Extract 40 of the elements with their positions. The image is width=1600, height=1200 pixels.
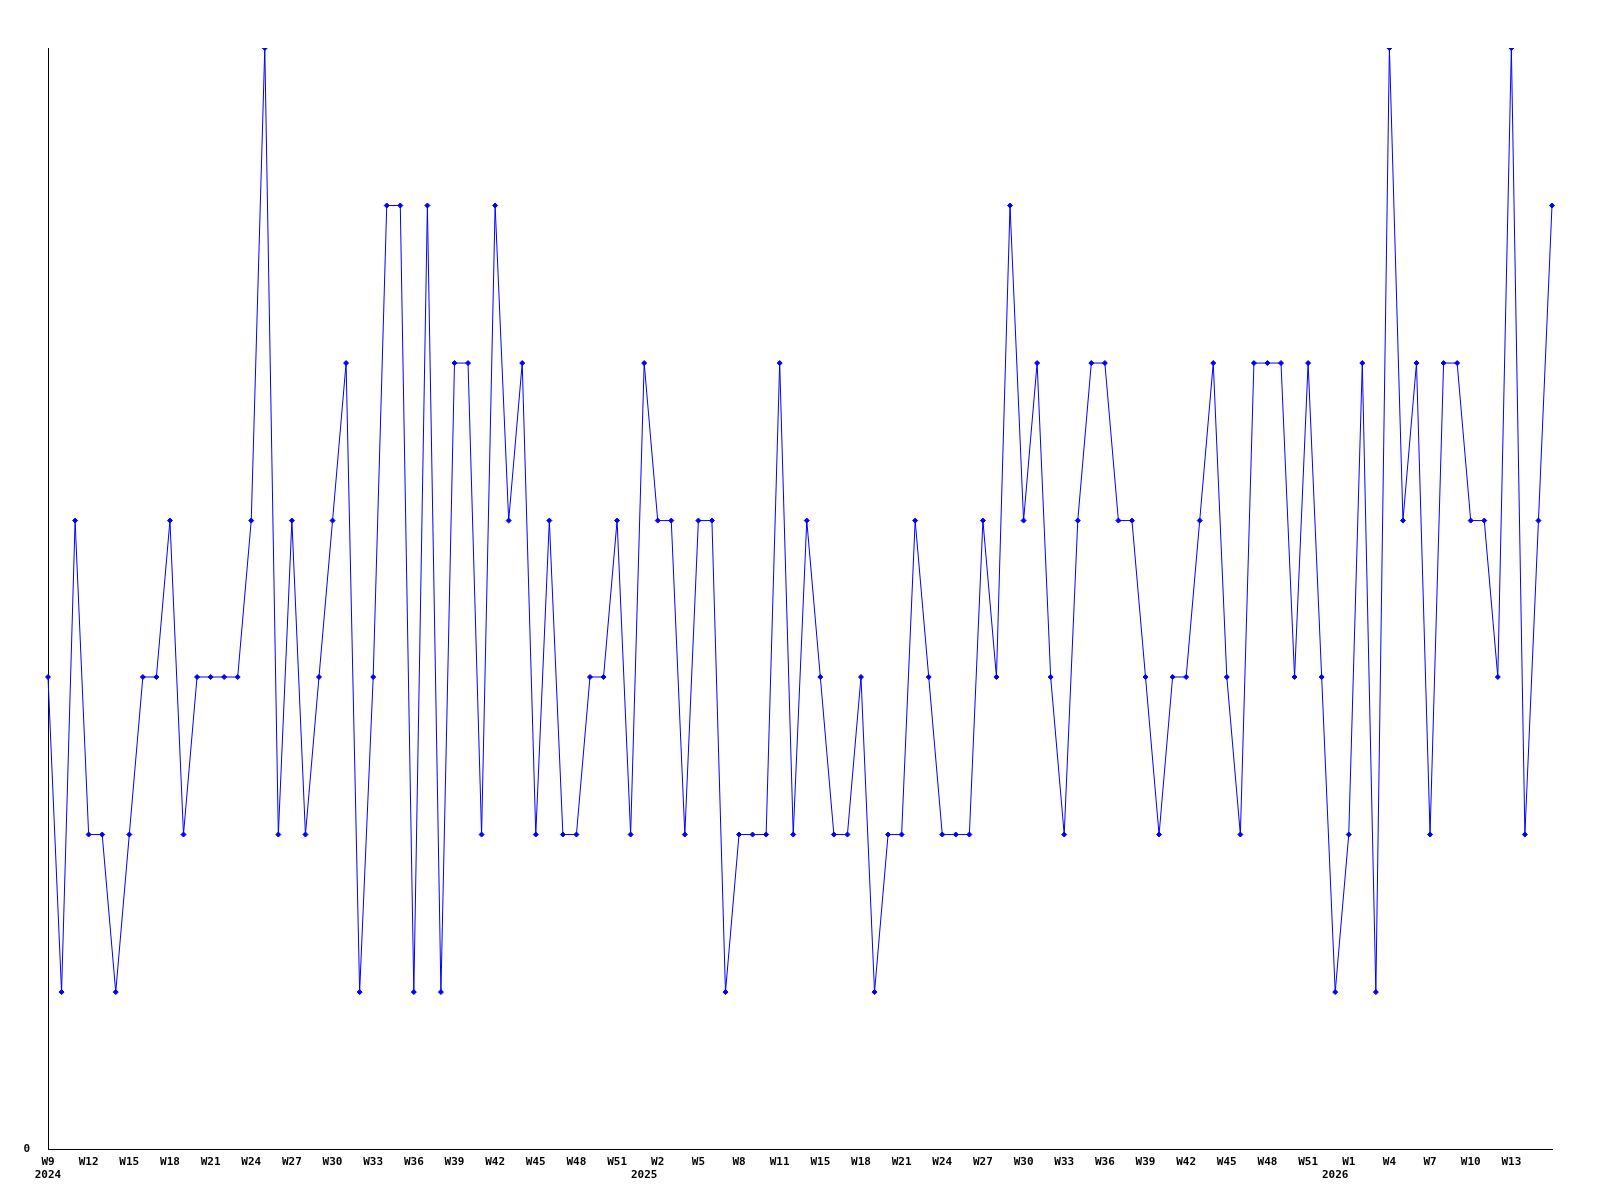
x-tick-label: W7 bbox=[1423, 1155, 1437, 1169]
x-tick-label: W33 bbox=[363, 1155, 384, 1169]
x-tick-label: W39 bbox=[1135, 1155, 1156, 1169]
text: 0 bbox=[23, 1142, 30, 1156]
x-tick-label: W5 bbox=[691, 1155, 705, 1169]
x-tick-label: W15 bbox=[810, 1155, 831, 1169]
x-tick-label: W51 bbox=[607, 1155, 628, 1169]
x-tick-label: W11 bbox=[769, 1155, 790, 1169]
x-tick-label: W18 bbox=[851, 1155, 871, 1169]
x-tick-label: W36 bbox=[1094, 1155, 1116, 1169]
x-tick-label: 2025 bbox=[630, 1168, 658, 1182]
x-tick-label: W18 bbox=[160, 1155, 180, 1169]
x-tick-label: W33 bbox=[1054, 1155, 1075, 1169]
x-tick-label: W51 bbox=[1298, 1155, 1319, 1169]
x-tick-label: W39 bbox=[444, 1155, 465, 1169]
x-tick-label: W42 bbox=[485, 1155, 506, 1169]
x-tick-label: W2 bbox=[651, 1155, 665, 1169]
x-tick-label: W12 bbox=[78, 1155, 99, 1169]
x-tick-label: W27 bbox=[281, 1155, 302, 1169]
x-tick-label: W10 bbox=[1460, 1155, 1481, 1169]
x-tick-label: W4 bbox=[1382, 1155, 1397, 1169]
x-tick-label: W24 bbox=[241, 1155, 262, 1169]
x-tick-label: 2026 bbox=[1321, 1168, 1349, 1182]
x-tick-label: W30 bbox=[1013, 1155, 1034, 1169]
x-tick-label: W45 bbox=[525, 1155, 546, 1169]
x-tick-label: W15 bbox=[119, 1155, 140, 1169]
x-tick-label: W30 bbox=[322, 1155, 343, 1169]
x-tick-label: W9 2024 bbox=[34, 1155, 62, 1182]
x-tick-label: W21 bbox=[891, 1155, 912, 1169]
x-tick-label: W48 bbox=[1257, 1155, 1278, 1169]
x-tick-label: W45 bbox=[1216, 1155, 1237, 1169]
x-tick-label: W1 bbox=[1342, 1155, 1356, 1169]
x-tick-label: W48 bbox=[566, 1155, 587, 1169]
x-tick-label: W24 bbox=[932, 1155, 953, 1169]
x-tick-label: W21 bbox=[200, 1155, 221, 1169]
x-tick-label: W27 bbox=[972, 1155, 993, 1169]
x-tick-label: W42 bbox=[1176, 1155, 1197, 1169]
x-tick-label: W13 bbox=[1501, 1155, 1522, 1169]
x-tick-label: W8 bbox=[732, 1155, 746, 1169]
x-tick-label: W36 bbox=[403, 1155, 425, 1169]
